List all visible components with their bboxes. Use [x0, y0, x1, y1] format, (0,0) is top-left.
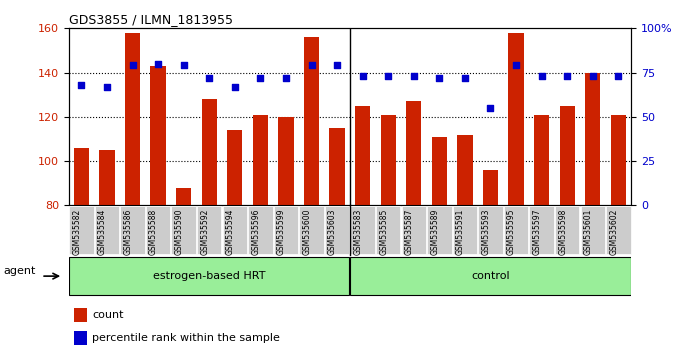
Bar — [580, 206, 605, 255]
Bar — [172, 206, 196, 255]
Text: GSM535584: GSM535584 — [98, 209, 107, 255]
Bar — [534, 115, 549, 205]
Text: GSM535602: GSM535602 — [609, 209, 618, 255]
Point — [536, 73, 547, 79]
Bar — [146, 206, 170, 255]
Point — [408, 73, 419, 79]
Point — [127, 63, 138, 68]
Text: GSM535599: GSM535599 — [277, 209, 286, 255]
Bar — [508, 33, 523, 205]
Bar — [431, 137, 447, 205]
Bar — [381, 115, 396, 205]
Text: GSM535595: GSM535595 — [507, 209, 516, 255]
Bar — [222, 206, 247, 255]
Bar — [351, 206, 375, 255]
Point — [102, 84, 113, 90]
Bar — [401, 206, 426, 255]
Text: GSM535585: GSM535585 — [379, 209, 388, 255]
Point — [434, 75, 445, 81]
Point — [204, 75, 215, 81]
Point — [76, 82, 87, 88]
Bar — [252, 115, 268, 205]
Bar — [227, 130, 242, 205]
Point — [587, 73, 598, 79]
Bar — [478, 206, 503, 255]
Bar — [274, 206, 298, 255]
Bar — [530, 206, 554, 255]
Text: GSM535594: GSM535594 — [226, 209, 235, 255]
Bar — [99, 150, 115, 205]
Point — [152, 61, 163, 67]
Text: GSM535598: GSM535598 — [558, 209, 567, 255]
Bar — [504, 206, 528, 255]
Text: GSM535601: GSM535601 — [584, 209, 593, 255]
Bar — [560, 106, 575, 205]
Bar — [73, 148, 89, 205]
Bar — [120, 206, 145, 255]
Bar — [555, 206, 580, 255]
Bar — [458, 135, 473, 205]
Point — [255, 75, 266, 81]
Text: estrogen-based HRT: estrogen-based HRT — [153, 271, 265, 281]
Bar — [74, 308, 86, 322]
Point — [562, 73, 573, 79]
Bar — [176, 188, 191, 205]
Bar — [304, 37, 319, 205]
Text: GSM535597: GSM535597 — [532, 209, 542, 255]
Point — [306, 63, 317, 68]
Bar — [69, 257, 348, 295]
Bar — [406, 101, 421, 205]
Point — [331, 63, 342, 68]
Bar — [376, 206, 401, 255]
Bar — [197, 206, 222, 255]
Point — [281, 75, 292, 81]
Point — [178, 63, 189, 68]
Text: GSM535596: GSM535596 — [251, 209, 261, 255]
Bar — [453, 206, 477, 255]
Bar — [325, 206, 349, 255]
Bar — [606, 206, 630, 255]
Text: control: control — [471, 271, 510, 281]
Text: GSM535593: GSM535593 — [482, 209, 490, 255]
Text: agent: agent — [3, 266, 36, 276]
Bar — [299, 206, 324, 255]
Point — [357, 73, 368, 79]
Point — [485, 105, 496, 111]
Text: GSM535583: GSM535583 — [354, 209, 363, 255]
Bar — [95, 206, 119, 255]
Point — [229, 84, 240, 90]
Point — [460, 75, 471, 81]
Text: GSM535603: GSM535603 — [328, 209, 337, 255]
Text: GDS3855 / ILMN_1813955: GDS3855 / ILMN_1813955 — [69, 13, 233, 26]
Text: count: count — [92, 310, 123, 320]
Text: GSM535589: GSM535589 — [430, 209, 439, 255]
Point — [383, 73, 394, 79]
Text: GSM535582: GSM535582 — [73, 209, 82, 255]
Text: GSM535590: GSM535590 — [175, 209, 184, 255]
Text: GSM535592: GSM535592 — [200, 209, 209, 255]
Bar — [125, 33, 140, 205]
Text: GSM535587: GSM535587 — [405, 209, 414, 255]
Text: percentile rank within the sample: percentile rank within the sample — [92, 332, 280, 343]
Text: GSM535600: GSM535600 — [303, 209, 311, 255]
Bar — [248, 206, 272, 255]
Bar — [329, 128, 345, 205]
Bar — [427, 206, 451, 255]
Bar — [355, 106, 370, 205]
Text: GSM535588: GSM535588 — [149, 209, 158, 255]
Bar — [279, 117, 294, 205]
Point — [613, 73, 624, 79]
Bar — [585, 73, 600, 205]
Point — [510, 63, 521, 68]
Bar — [69, 206, 93, 255]
Text: GSM535586: GSM535586 — [123, 209, 132, 255]
Bar — [74, 331, 86, 344]
Bar — [611, 115, 626, 205]
Bar — [150, 66, 166, 205]
Text: GSM535591: GSM535591 — [456, 209, 465, 255]
Bar — [483, 170, 498, 205]
Bar — [202, 99, 217, 205]
Bar — [351, 257, 630, 295]
